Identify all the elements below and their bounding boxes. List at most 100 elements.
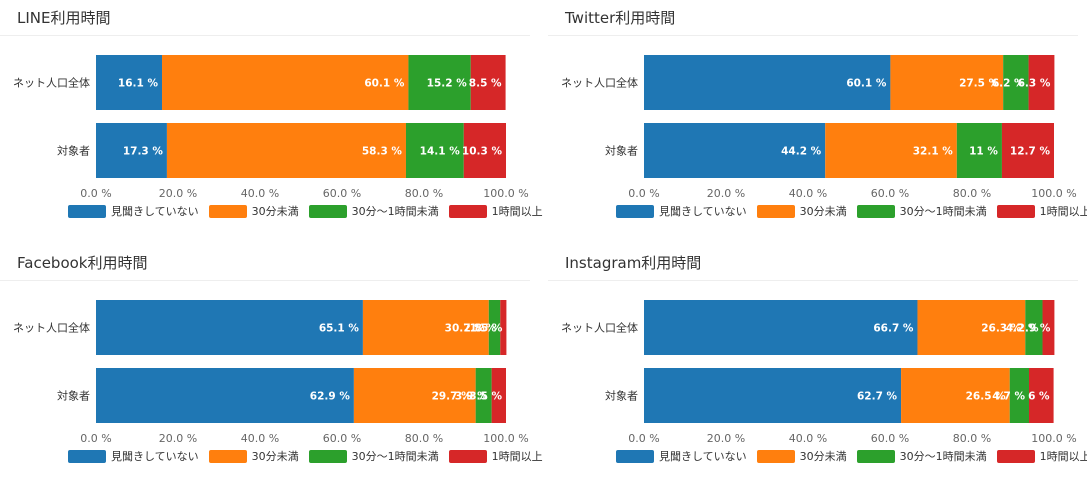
- bar-segment: [890, 55, 1004, 110]
- legend: 見聞きしていない 30分未満 30分〜1時間未満 1時間以上: [68, 448, 553, 464]
- bar-segment: [475, 368, 492, 423]
- x-tick-label: 0.0 %: [628, 432, 659, 445]
- bar-segment: [470, 55, 506, 110]
- data-label: 6 %: [1028, 391, 1050, 403]
- legend-item: 見聞きしていない: [68, 448, 199, 464]
- legend-item: 30分未満: [208, 448, 299, 464]
- legend-swatch: [68, 204, 106, 218]
- legend-swatch: [756, 449, 795, 463]
- data-label: 2.9 %: [1018, 323, 1051, 335]
- data-label: 16.1 %: [118, 78, 159, 90]
- legend-swatch: [68, 449, 106, 463]
- bar-segment: [162, 55, 409, 110]
- bar-segment: [353, 368, 476, 423]
- legend-swatch: [996, 449, 1035, 463]
- data-label: 12.7 %: [1010, 146, 1051, 158]
- legend-swatch: [308, 204, 347, 218]
- x-tick-label: 100.0 %: [483, 432, 528, 445]
- data-label: 4.2 %: [1006, 323, 1039, 335]
- bar-segment: [1042, 300, 1055, 355]
- legend-item: 1時間以上: [448, 448, 543, 464]
- bar-segment: [491, 368, 506, 423]
- title-divider: [0, 35, 530, 36]
- bar-segment: [1028, 55, 1055, 110]
- legend-item: 1時間以上: [996, 448, 1087, 464]
- category-label: 対象者: [57, 389, 90, 403]
- bar-segment: [644, 123, 826, 178]
- data-label: 6.3 %: [1018, 78, 1051, 90]
- data-label: 14.1 %: [420, 146, 461, 158]
- bar-segment: [901, 368, 1010, 423]
- bar-segment: [405, 123, 464, 178]
- legend-label: 見聞きしていない: [659, 450, 747, 463]
- x-tick-label: 40.0 %: [789, 432, 827, 445]
- x-tick-label: 0.0 %: [628, 187, 659, 200]
- bar-segment: [488, 300, 501, 355]
- line-usage-panel: LINE利用時間 0.0 % 20.0 % 40.0 % 60.0 % 80.0 % 10…: [0, 0, 543, 240]
- legend-label: 30分未満: [799, 450, 847, 463]
- category-label: ネット人口全体: [13, 321, 90, 335]
- x-tick-label: 20.0 %: [707, 432, 745, 445]
- data-label: 11 %: [969, 146, 998, 158]
- chart-title: Twitter利用時間: [565, 9, 676, 27]
- legend-item: 1時間以上: [996, 203, 1087, 219]
- legend-item: 30分〜1時間未満: [308, 203, 439, 219]
- bar-segment: [1003, 55, 1029, 110]
- legend-label: 30分未満: [251, 450, 299, 463]
- chart-title: LINE利用時間: [17, 9, 111, 27]
- data-label: 2.8 %: [463, 323, 496, 335]
- stacked-bar-plot: 0.0 % 20.0 % 40.0 % 60.0 % 80.0 % 100.0 % ネット人…: [13, 300, 529, 445]
- data-label: 29.7 %: [432, 391, 473, 403]
- data-label: 26.5 %: [966, 391, 1007, 403]
- data-label: 30.7 %: [445, 323, 486, 335]
- legend: 見聞きしていない 30分未満 30分〜1時間未満 1時間以上: [616, 203, 1087, 219]
- bar-segment: [644, 55, 891, 110]
- legend-label: 1時間以上: [491, 205, 543, 218]
- legend-label: 30分〜1時間未満: [351, 450, 439, 463]
- legend-item: 1時間以上: [448, 203, 543, 219]
- x-tick-label: 40.0 %: [789, 187, 827, 200]
- x-tick-label: 40.0 %: [241, 432, 279, 445]
- bar-segment: [1025, 300, 1043, 355]
- bar-segment: [1009, 368, 1029, 423]
- legend-label: 30分未満: [799, 205, 847, 218]
- x-tick-label: 20.0 %: [707, 187, 745, 200]
- bar-segment: [96, 123, 167, 178]
- legend-label: 1時間以上: [491, 450, 543, 463]
- category-label: 対象者: [605, 389, 638, 403]
- stacked-bar-plot: 0.0 % 20.0 % 40.0 % 60.0 % 80.0 % 100.0 % ネット人…: [561, 300, 1077, 445]
- category-label: ネット人口全体: [561, 321, 638, 335]
- category-label: 対象者: [57, 144, 90, 158]
- legend-item: 30分未満: [756, 448, 847, 464]
- bar-segment: [917, 300, 1026, 355]
- bar-segment: [362, 300, 489, 355]
- data-label: 4.7 %: [992, 391, 1025, 403]
- data-label: 60.1 %: [846, 78, 887, 90]
- bar-segment: [500, 300, 507, 355]
- data-label: 8.5 %: [469, 78, 502, 90]
- category-label: ネット人口全体: [13, 76, 90, 90]
- bar-segment: [1001, 123, 1054, 178]
- bar-segment: [96, 368, 354, 423]
- data-label: 66.7 %: [873, 323, 914, 335]
- data-label: 58.3 %: [362, 146, 403, 158]
- data-label: 1.5 %: [470, 323, 503, 335]
- x-tick-label: 60.0 %: [871, 432, 909, 445]
- data-label: 17.3 %: [123, 146, 164, 158]
- bar-segment: [1028, 368, 1054, 423]
- x-tick-label: 0.0 %: [80, 432, 111, 445]
- stacked-bar-plot: 0.0 % 20.0 % 40.0 % 60.0 % 80.0 % 100.0 % ネット人…: [13, 55, 529, 200]
- data-label: 26.3 %: [981, 323, 1022, 335]
- legend-label: 見聞きしていない: [659, 205, 747, 218]
- x-tick-label: 100.0 %: [1031, 432, 1076, 445]
- legend-label: 30分〜1時間未満: [351, 205, 439, 218]
- legend-swatch: [756, 204, 795, 218]
- legend-item: 30分〜1時間未満: [856, 203, 987, 219]
- legend-label: 30分未満: [251, 205, 299, 218]
- category-label: 対象者: [605, 144, 638, 158]
- legend: 見聞きしていない 30分未満 30分〜1時間未満 1時間以上: [616, 448, 1087, 464]
- data-label: 27.5 %: [959, 78, 1000, 90]
- bar-segment: [644, 300, 918, 355]
- legend-swatch: [208, 204, 247, 218]
- legend: 見聞きしていない 30分未満 30分〜1時間未満 1時間以上: [68, 203, 553, 219]
